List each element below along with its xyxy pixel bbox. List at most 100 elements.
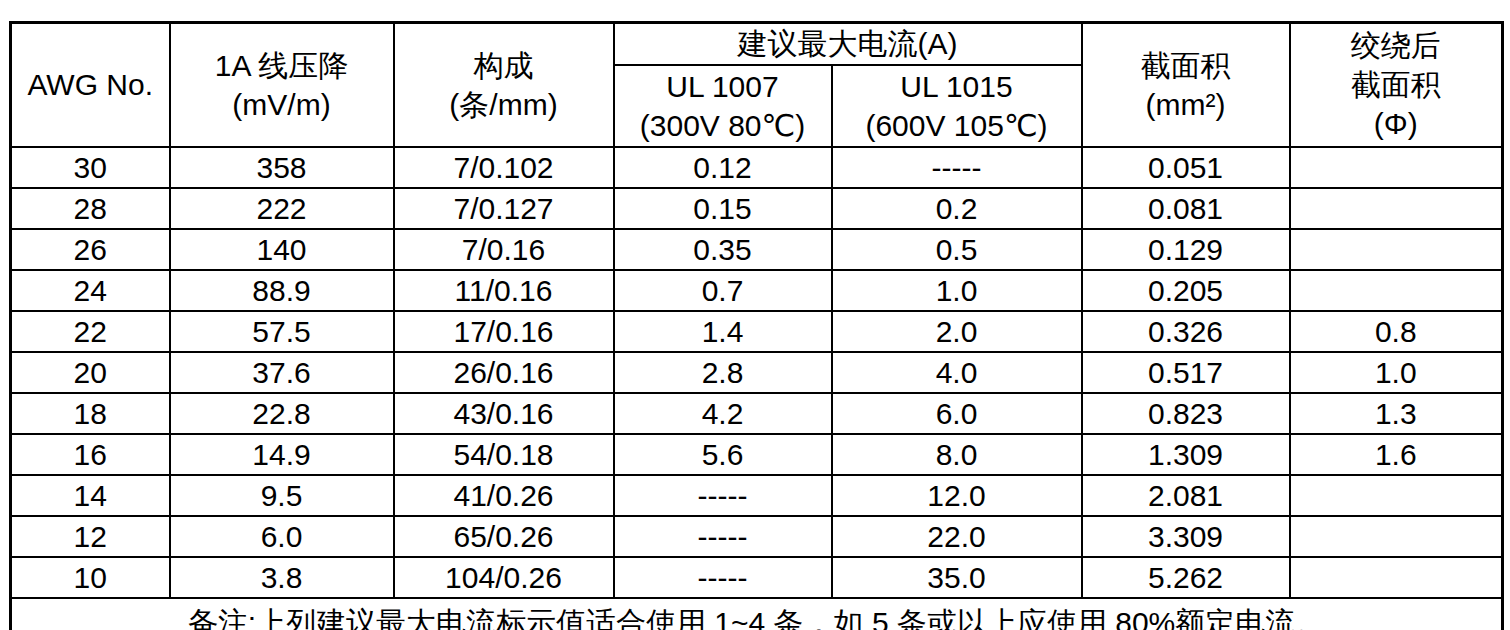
cell-construction: 65/0.26 (394, 516, 614, 557)
cell-ul1015: 35.0 (832, 557, 1082, 598)
header-construction-unit: (条/mm) (395, 85, 613, 124)
cell-twisted (1290, 147, 1503, 188)
cell-construction: 7/0.102 (394, 147, 614, 188)
cell-awg: 14 (11, 475, 170, 516)
cell-drop: 57.5 (170, 311, 394, 352)
header-voltage-drop-title: 1A 线压降 (171, 46, 393, 85)
header-ul1007-title: UL 1007 (615, 67, 831, 106)
header-voltage-drop-unit: (mV/m) (171, 85, 393, 124)
cell-area: 3.309 (1082, 516, 1290, 557)
cell-awg: 12 (11, 516, 170, 557)
cell-ul1007: 5.6 (614, 434, 832, 475)
cell-awg: 22 (11, 311, 170, 352)
table-row-awg26: 26 140 7/0.16 0.35 0.5 0.129 (11, 229, 1503, 270)
cell-awg: 28 (11, 188, 170, 229)
table-footnote: 备注:上列建议最大电流标示值适合使用 1~4 条，如 5 条或以上应使用 80%… (11, 598, 1503, 630)
cell-ul1007: 4.2 (614, 393, 832, 434)
cell-construction: 104/0.26 (394, 557, 614, 598)
cell-construction: 11/0.16 (394, 270, 614, 311)
cell-awg: 18 (11, 393, 170, 434)
cell-awg: 20 (11, 352, 170, 393)
cell-drop: 9.5 (170, 475, 394, 516)
cell-drop: 358 (170, 147, 394, 188)
header-cross-section-title: 截面积 (1083, 46, 1289, 85)
cell-area: 1.309 (1082, 434, 1290, 475)
cell-drop: 3.8 (170, 557, 394, 598)
header-twisted-line1: 绞绕后 (1291, 26, 1502, 65)
cell-area: 5.262 (1082, 557, 1290, 598)
header-twisted-line2: 截面积 (1291, 65, 1502, 104)
cell-twisted: 1.6 (1290, 434, 1503, 475)
note-row: 备注:上列建议最大电流标示值适合使用 1~4 条，如 5 条或以上应使用 80%… (11, 598, 1503, 630)
table-row-awg22: 22 57.5 17/0.16 1.4 2.0 0.326 0.8 (11, 311, 1503, 352)
cell-area: 0.205 (1082, 270, 1290, 311)
header-twisted-unit: (Φ) (1291, 104, 1502, 143)
cell-ul1007: 0.7 (614, 270, 832, 311)
cell-ul1015: 22.0 (832, 516, 1082, 557)
cell-area: 0.051 (1082, 147, 1290, 188)
cell-ul1015: 1.0 (832, 270, 1082, 311)
table-row-awg24: 24 88.9 11/0.16 0.7 1.0 0.205 (11, 270, 1503, 311)
table-row-awg16: 16 14.9 54/0.18 5.6 8.0 1.309 1.6 (11, 434, 1503, 475)
table-row-awg30: 30 358 7/0.102 0.12 ----- 0.051 (11, 147, 1503, 188)
cell-awg: 24 (11, 270, 170, 311)
cell-ul1007: 1.4 (614, 311, 832, 352)
cell-construction: 26/0.16 (394, 352, 614, 393)
table-row-awg28: 28 222 7/0.127 0.15 0.2 0.081 (11, 188, 1503, 229)
cell-construction: 17/0.16 (394, 311, 614, 352)
awg-wire-spec-table: AWG No. 1A 线压降 (mV/m) 构成 (条/mm) 建议最大电流(A… (9, 21, 1504, 630)
header-ul1015: UL 1015 (600V 105℃) (832, 65, 1082, 147)
header-ul1007-rating: (300V 80℃) (615, 106, 831, 145)
table-row-awg12: 12 6.0 65/0.26 ----- 22.0 3.309 (11, 516, 1503, 557)
cell-twisted (1290, 188, 1503, 229)
header-voltage-drop: 1A 线压降 (mV/m) (170, 23, 394, 147)
header-ul1015-title: UL 1015 (833, 67, 1081, 106)
cell-twisted: 1.3 (1290, 393, 1503, 434)
header-cross-section-unit: (mm²) (1083, 85, 1289, 124)
header-row-group: AWG No. 1A 线压降 (mV/m) 构成 (条/mm) 建议最大电流(A… (11, 23, 1503, 65)
cell-ul1015: 2.0 (832, 311, 1082, 352)
cell-ul1007: 0.15 (614, 188, 832, 229)
header-cross-section: 截面积 (mm²) (1082, 23, 1290, 147)
cell-area: 0.129 (1082, 229, 1290, 270)
cell-area: 0.326 (1082, 311, 1290, 352)
cell-ul1007: 2.8 (614, 352, 832, 393)
cell-twisted (1290, 270, 1503, 311)
cell-drop: 88.9 (170, 270, 394, 311)
cell-area: 0.517 (1082, 352, 1290, 393)
cell-twisted (1290, 229, 1503, 270)
cell-awg: 16 (11, 434, 170, 475)
cell-drop: 37.6 (170, 352, 394, 393)
cell-twisted: 0.8 (1290, 311, 1503, 352)
table-row-awg14: 14 9.5 41/0.26 ----- 12.0 2.081 (11, 475, 1503, 516)
cell-construction: 7/0.127 (394, 188, 614, 229)
cell-construction: 54/0.18 (394, 434, 614, 475)
header-ul1015-rating: (600V 105℃) (833, 106, 1081, 145)
cell-ul1007: ----- (614, 475, 832, 516)
table-row-awg18: 18 22.8 43/0.16 4.2 6.0 0.823 1.3 (11, 393, 1503, 434)
cell-drop: 140 (170, 229, 394, 270)
cell-twisted (1290, 516, 1503, 557)
cell-construction: 41/0.26 (394, 475, 614, 516)
cell-drop: 222 (170, 188, 394, 229)
cell-ul1007: 0.35 (614, 229, 832, 270)
header-awg-no: AWG No. (11, 23, 170, 147)
cell-ul1015: 12.0 (832, 475, 1082, 516)
cell-ul1007: ----- (614, 516, 832, 557)
cell-ul1007: ----- (614, 557, 832, 598)
cell-drop: 14.9 (170, 434, 394, 475)
header-construction: 构成 (条/mm) (394, 23, 614, 147)
header-construction-title: 构成 (395, 46, 613, 85)
cell-area: 0.823 (1082, 393, 1290, 434)
cell-ul1015: 0.2 (832, 188, 1082, 229)
header-max-current-group: 建议最大电流(A) (614, 23, 1082, 65)
cell-area: 2.081 (1082, 475, 1290, 516)
cell-drop: 6.0 (170, 516, 394, 557)
cell-construction: 43/0.16 (394, 393, 614, 434)
cell-awg: 10 (11, 557, 170, 598)
cell-ul1015: 6.0 (832, 393, 1082, 434)
cell-twisted: 1.0 (1290, 352, 1503, 393)
table-row-awg20: 20 37.6 26/0.16 2.8 4.0 0.517 1.0 (11, 352, 1503, 393)
cell-ul1015: 8.0 (832, 434, 1082, 475)
cell-ul1007: 0.12 (614, 147, 832, 188)
